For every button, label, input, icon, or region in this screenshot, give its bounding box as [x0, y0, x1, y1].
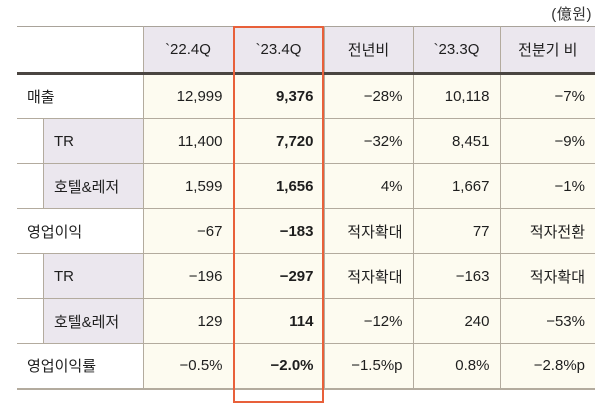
row-label: 매출 — [17, 73, 144, 119]
cell-22-4q: −196 — [142, 253, 234, 299]
header-row: `22.4Q `23.4Q 전년비 `23.3Q 전분기 비 — [17, 26, 595, 75]
row-label: 호텔&레저 — [44, 164, 143, 208]
cell-qoq: −1% — [499, 163, 595, 209]
cell-yoy: −28% — [323, 73, 414, 119]
header-qoq: 전분기 비 — [499, 26, 595, 75]
header-label-cell — [17, 26, 144, 75]
table-row-operating-margin: 영업이익률 −0.5% −2.0% −1.5%p 0.8% −2.8%p — [17, 343, 595, 390]
row-label: TR — [44, 254, 143, 298]
header-23-3q: `23.3Q — [412, 26, 501, 75]
cell-22-4q: −0.5% — [142, 343, 234, 390]
table-row-operating-profit-hotel: 호텔&레저 129 114 −12% 240 −53% — [17, 298, 595, 344]
cell-yoy: −12% — [323, 298, 414, 344]
cell-yoy: 4% — [323, 163, 414, 209]
cell-23-3q: 1,667 — [412, 163, 501, 209]
cell-23-3q: 0.8% — [412, 343, 501, 390]
cell-yoy: −32% — [323, 118, 414, 164]
cell-22-4q: 11,400 — [142, 118, 234, 164]
cell-22-4q: 1,599 — [142, 163, 234, 209]
cell-22-4q: −67 — [142, 208, 234, 254]
table-row-revenue-hotel: 호텔&레저 1,599 1,656 4% 1,667 −1% — [17, 163, 595, 209]
table-row-revenue-tr: TR 11,400 7,720 −32% 8,451 −9% — [17, 118, 595, 164]
table-row-operating-profit-tr: TR −196 −297 적자확대 −163 적자확대 — [17, 253, 595, 299]
header-yoy: 전년비 — [323, 26, 414, 75]
cell-qoq: 적자확대 — [499, 253, 595, 299]
row-label: 영업이익률 — [17, 343, 144, 390]
cell-22-4q: 12,999 — [142, 73, 234, 119]
cell-23-3q: 77 — [412, 208, 501, 254]
cell-23-4q: −183 — [232, 208, 325, 254]
unit-label: (億원) — [551, 6, 592, 23]
cell-23-3q: −163 — [412, 253, 501, 299]
cell-23-4q: −2.0% — [232, 343, 325, 390]
header-22-4q: `22.4Q — [142, 26, 234, 75]
cell-qoq: −7% — [499, 73, 595, 119]
table-row-operating-profit: 영업이익 −67 −183 적자확대 77 적자전환 — [17, 208, 595, 254]
cell-23-4q: −297 — [232, 253, 325, 299]
row-label: 호텔&레저 — [44, 299, 143, 343]
row-label: 영업이익 — [17, 208, 144, 254]
cell-qoq: −9% — [499, 118, 595, 164]
financial-results-table: `22.4Q `23.4Q 전년비 `23.3Q 전분기 비 매출 12,999… — [17, 26, 595, 390]
cell-yoy: 적자확대 — [323, 253, 414, 299]
cell-yoy: 적자확대 — [323, 208, 414, 254]
cell-23-4q: 1,656 — [232, 163, 325, 209]
cell-yoy: −1.5%p — [323, 343, 414, 390]
cell-23-4q: 9,376 — [232, 73, 325, 119]
cell-qoq: −53% — [499, 298, 595, 344]
cell-23-3q: 8,451 — [412, 118, 501, 164]
cell-22-4q: 129 — [142, 298, 234, 344]
cell-23-3q: 240 — [412, 298, 501, 344]
cell-qoq: 적자전환 — [499, 208, 595, 254]
table-row-revenue: 매출 12,999 9,376 −28% 10,118 −7% — [17, 73, 595, 119]
header-23-4q: `23.4Q — [232, 26, 325, 75]
row-label: TR — [44, 119, 143, 163]
cell-23-3q: 10,118 — [412, 73, 501, 119]
cell-23-4q: 7,720 — [232, 118, 325, 164]
cell-qoq: −2.8%p — [499, 343, 595, 390]
cell-23-4q: 114 — [232, 298, 325, 344]
